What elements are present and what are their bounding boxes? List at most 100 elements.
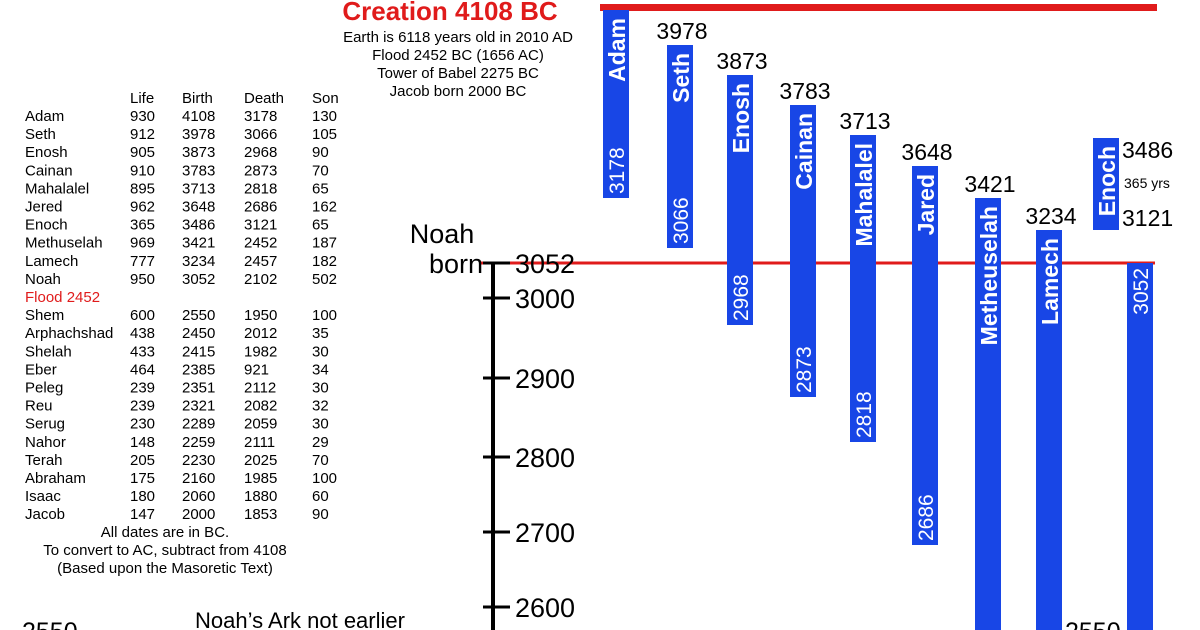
table-cell: 3713 (182, 180, 215, 197)
table-cell: 3873 (182, 144, 215, 161)
table-cell: 2415 (182, 343, 215, 360)
start-label: 3713 (839, 108, 890, 134)
lifespan-bar (1093, 138, 1119, 230)
table-cell: 2000 (182, 506, 215, 523)
table-cell: 239 (130, 380, 155, 397)
table-cell: 464 (130, 361, 155, 378)
table-cell: 2450 (182, 325, 215, 342)
end-label: 3178 (606, 147, 629, 194)
table-cell: 3486 (182, 217, 215, 234)
row-name: Seth (25, 126, 56, 143)
row-name: Jered (25, 199, 63, 216)
table-cell: 32 (312, 398, 329, 415)
tick-label: 2600 (515, 593, 575, 623)
row-name: Arphachshad (25, 325, 113, 342)
end-label: 3066 (670, 197, 693, 244)
table-cell: 1880 (244, 488, 277, 505)
row-name: Enoch (25, 217, 68, 234)
span-label: 365 yrs (1124, 175, 1170, 191)
table-cell: 930 (130, 108, 155, 125)
table-cell: 2385 (182, 361, 215, 378)
bar-name: Jared (913, 174, 939, 235)
table-cell: 2457 (244, 253, 277, 270)
start-label: 3783 (779, 78, 830, 104)
table-cell: 105 (312, 126, 337, 143)
table-cell: 2111 (244, 434, 275, 451)
table-cell: 2160 (182, 470, 215, 487)
end-label: 2686 (915, 494, 938, 541)
table-cell: 2060 (182, 488, 215, 505)
table-cell: 2686 (244, 199, 277, 216)
bar-name: Metheuselah (976, 206, 1002, 345)
column-header: Life (130, 90, 154, 107)
table-cell: 1985 (244, 470, 277, 487)
row-name: Adam (25, 108, 64, 125)
title: Creation 4108 BC (342, 0, 558, 26)
table-cell: 433 (130, 343, 155, 360)
table-cell: 910 (130, 162, 155, 179)
table-cell: 180 (130, 488, 155, 505)
column-header: Death (244, 90, 284, 107)
table-cell: 912 (130, 126, 155, 143)
marker-label: 3052 (515, 249, 575, 279)
lifespan-bar (727, 75, 753, 325)
table-cell: 70 (312, 162, 329, 179)
start-label: 3421 (964, 171, 1015, 197)
row-name: Lamech (25, 253, 78, 270)
lifespan-bar (790, 105, 816, 397)
row-name: Shem (25, 307, 64, 324)
end-label: 3052 (1130, 268, 1153, 315)
lifespan-bar (1036, 230, 1062, 630)
table-cell: 30 (312, 416, 329, 433)
table-cell: 30 (312, 380, 329, 397)
tick-label: 2700 (515, 518, 575, 548)
lifespan-bar (850, 135, 876, 442)
bar-name: Mahalalel (851, 143, 877, 247)
bar-name: Enosh (728, 83, 754, 153)
table-cell: 30 (312, 343, 329, 360)
table-cell: 2259 (182, 434, 215, 451)
header-note: Jacob born 2000 BC (390, 83, 527, 100)
table-cell: 2082 (244, 398, 277, 415)
row-name: Terah (25, 452, 63, 469)
table-cell: 969 (130, 235, 155, 252)
table-cell: 438 (130, 325, 155, 342)
row-name: Mahalalel (25, 180, 89, 197)
row-name: Abraham (25, 470, 86, 487)
row-name: Peleg (25, 380, 63, 397)
table-cell: 187 (312, 235, 337, 252)
footer-center: Noah’s Ark not earlier (195, 608, 405, 630)
tick-label: 2800 (515, 443, 575, 473)
table-cell: 239 (130, 398, 155, 415)
end-label: 2968 (730, 274, 753, 321)
start-label: 3873 (716, 48, 767, 74)
table-cell: 2112 (244, 380, 276, 397)
end-label: 3121 (1122, 205, 1173, 231)
table-cell: 65 (312, 180, 329, 197)
row-name: Isaac (25, 488, 61, 505)
table-cell: 1950 (244, 307, 277, 324)
bar-name: Enoch (1094, 146, 1120, 216)
table-cell: 147 (130, 506, 155, 523)
row-name: Serug (25, 416, 65, 433)
table-cell: 4108 (182, 108, 215, 125)
table-cell: 365 (130, 217, 155, 234)
bar-name: Seth (668, 53, 694, 103)
table-cell: 34 (312, 361, 329, 378)
footnote: To convert to AC, subtract from 4108 (43, 542, 286, 559)
table-cell: 2818 (244, 180, 277, 197)
table-cell: 921 (244, 361, 269, 378)
row-name: Methuselah (25, 235, 103, 252)
table-cell: 3121 (244, 217, 277, 234)
table-cell: 2230 (182, 452, 215, 469)
footnote: (Based upon the Masoretic Text) (57, 560, 273, 577)
table-cell: 2321 (182, 398, 215, 415)
footnote: All dates are in BC. (101, 524, 229, 541)
row-name: Shelah (25, 343, 72, 360)
lifespan-bar (1127, 263, 1153, 630)
table-cell: 2012 (244, 325, 277, 342)
table-cell: 3783 (182, 162, 215, 179)
table-cell: 205 (130, 452, 155, 469)
footer-left: 2550 (22, 618, 78, 630)
